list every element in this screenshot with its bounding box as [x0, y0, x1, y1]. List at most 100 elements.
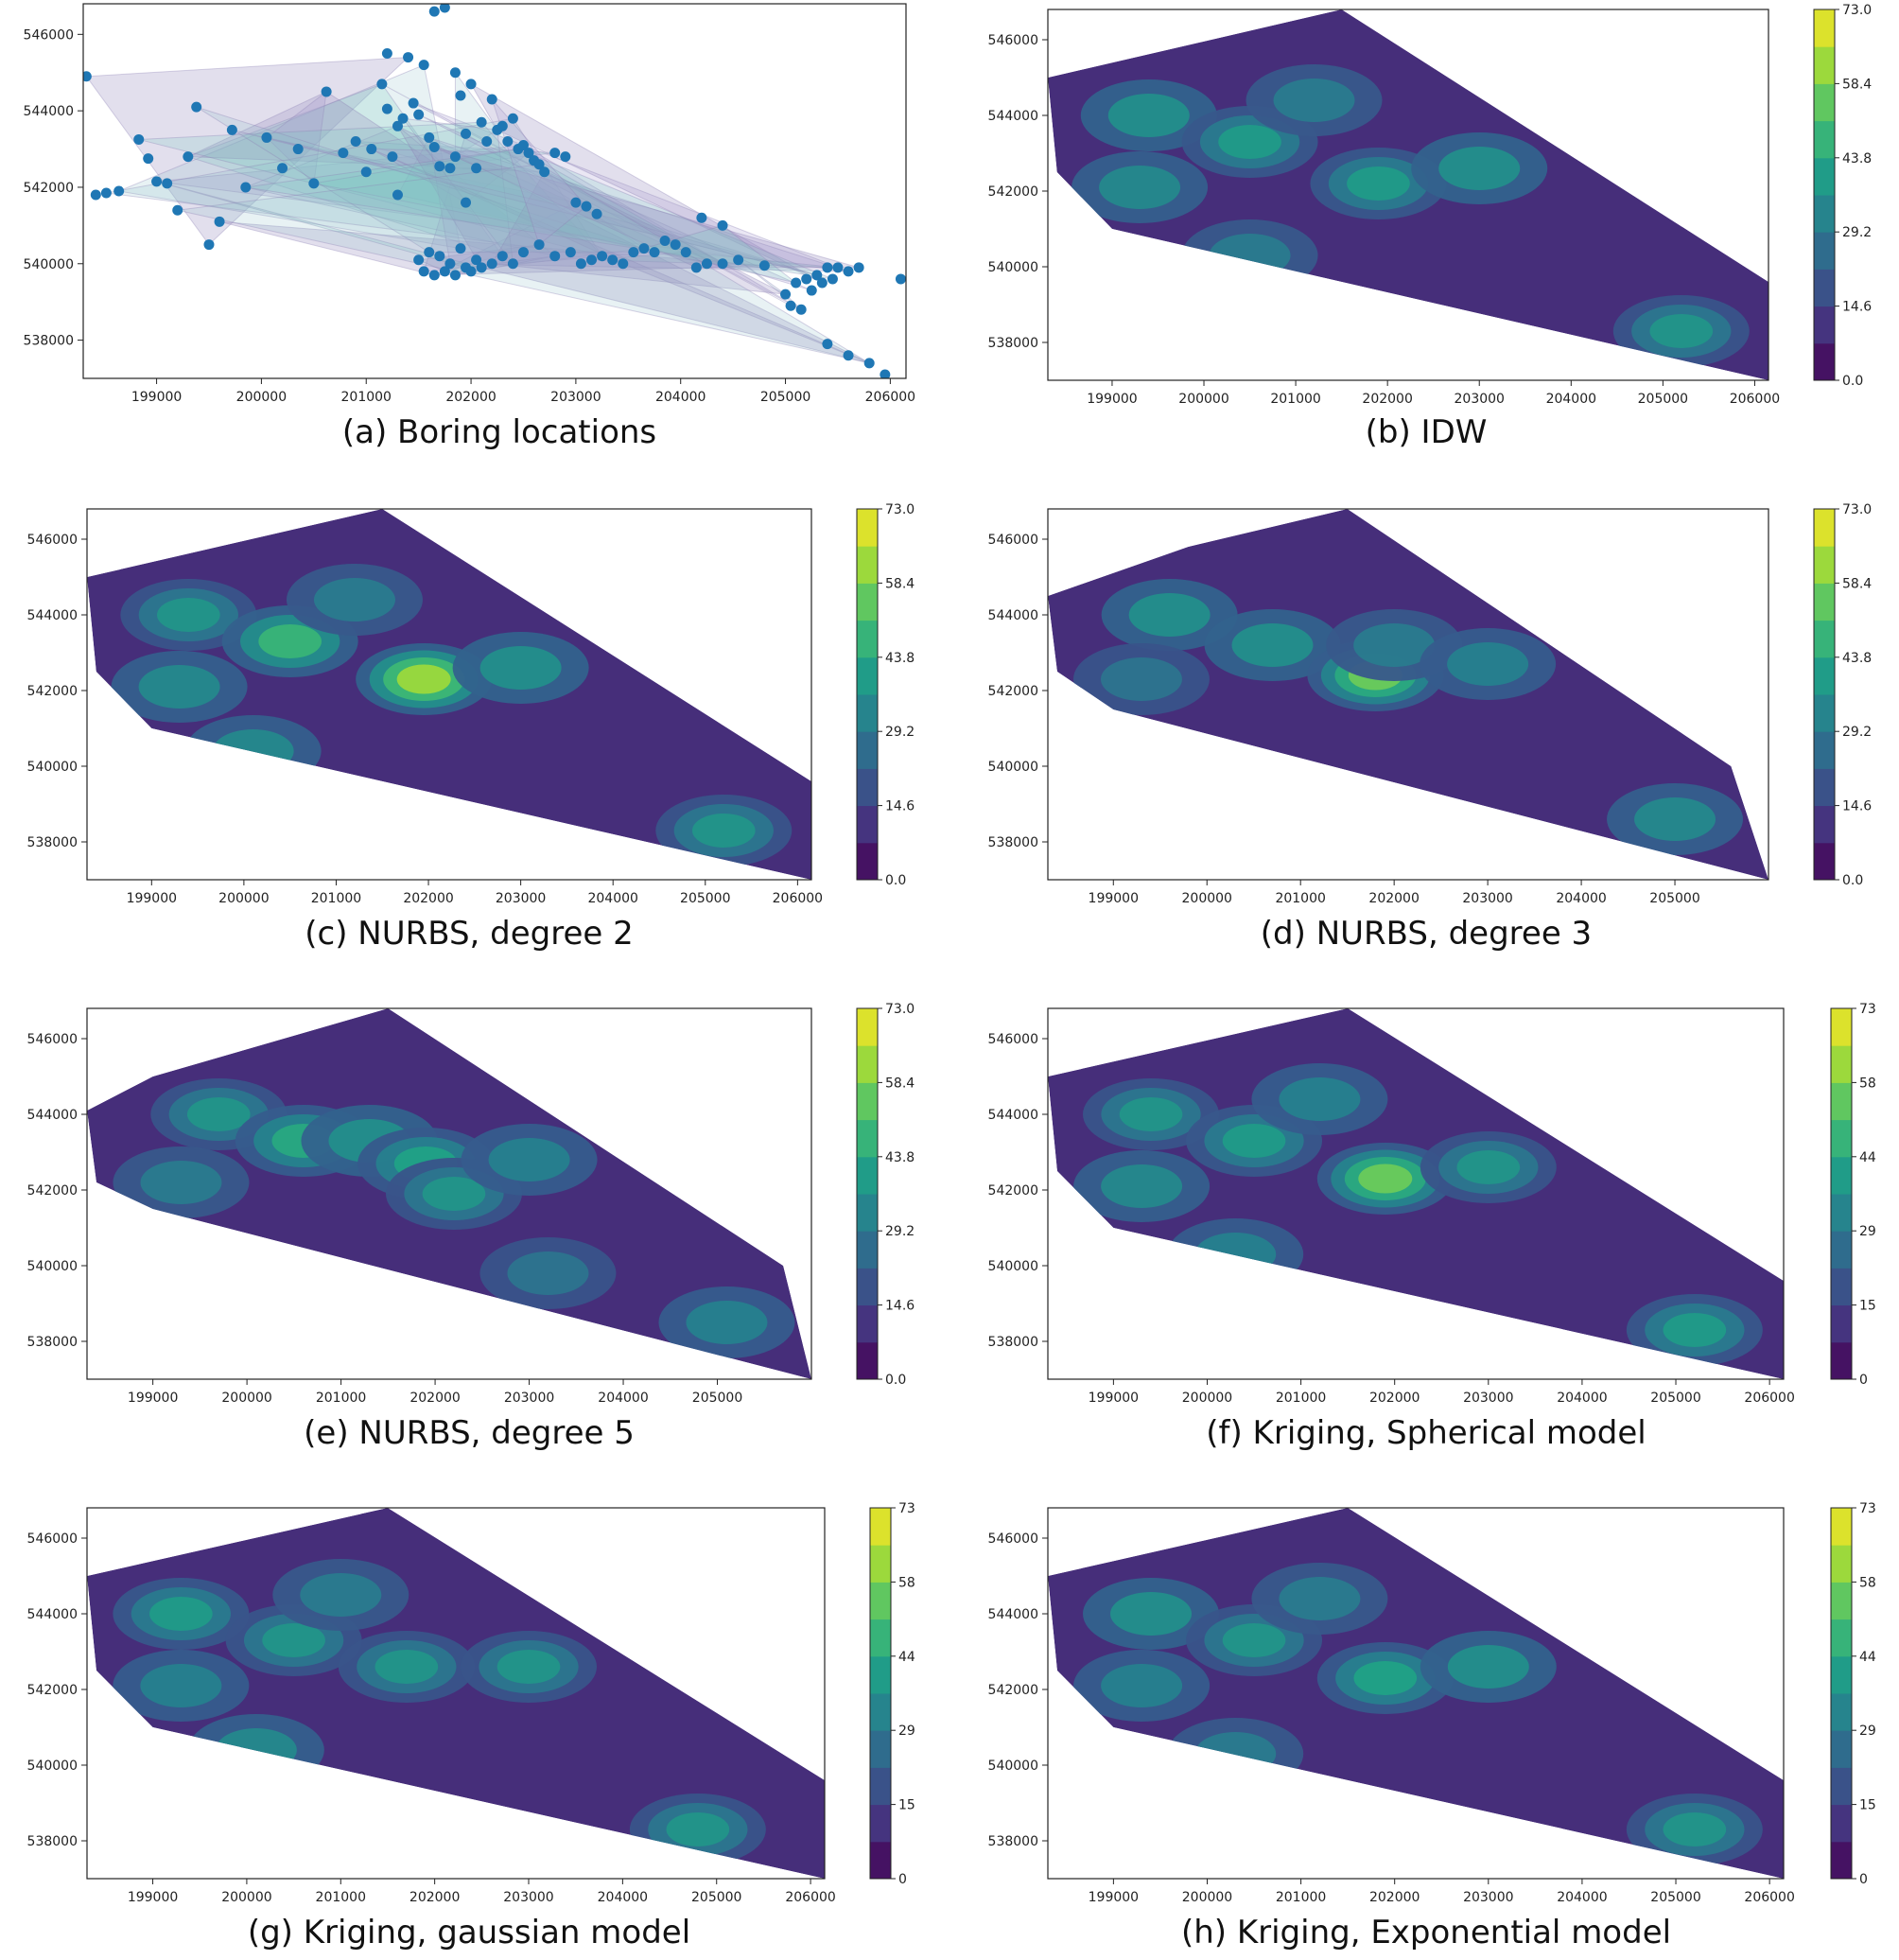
y-tick-label: 546000: [988, 1032, 1038, 1047]
triangulation-facet: [449, 167, 545, 173]
x-tick-label: 200000: [1178, 392, 1228, 407]
axes-frame: [86, 1507, 826, 1880]
x-tick-label: 199000: [1087, 392, 1137, 407]
colorbar-swatch: [1814, 731, 1835, 769]
boring-point: [471, 163, 482, 174]
colorbar-tick-label: 44: [1859, 1150, 1876, 1165]
colorbar-swatch: [1814, 656, 1835, 695]
boring-point: [690, 262, 702, 273]
axes-frame: [1047, 1507, 1785, 1880]
x-tick-label: 202000: [445, 390, 496, 405]
boring-point: [240, 182, 252, 193]
contour-level: [1447, 642, 1529, 686]
x-tick-label: 201000: [311, 891, 361, 906]
contour-level: [1218, 125, 1281, 159]
boring-point: [486, 258, 497, 270]
colorbar-swatch: [870, 1655, 891, 1694]
plot-area: [1048, 1508, 1784, 1879]
colorbar-swatch: [857, 509, 878, 547]
boring-point: [455, 243, 466, 254]
y-tick-label: 546000: [988, 533, 1038, 548]
contour-level: [1353, 1661, 1418, 1695]
colorbar-tick-label: 0: [1859, 1373, 1868, 1388]
triangulation-facet: [232, 129, 817, 276]
colorbar-tick-label: 15: [1859, 1299, 1876, 1314]
colorbar-tick-label: 15: [1859, 1798, 1876, 1813]
contour-level: [1273, 79, 1355, 122]
x-tick-label: 205000: [691, 1890, 741, 1905]
colorbar-tick-label: 73.0: [885, 1002, 915, 1017]
colorbar-swatch: [857, 1082, 878, 1121]
panel-c: 199000 200000 201000 202000 203000 204000 2050…: [27, 502, 915, 953]
boring-point: [843, 350, 854, 361]
triangulation-facet: [371, 149, 531, 203]
colorbar-swatch: [857, 1231, 878, 1269]
y-tick-label: 546000: [27, 533, 78, 548]
colorbar-swatch: [1831, 1767, 1852, 1806]
y-tick-label: 540000: [24, 257, 74, 272]
boring-point: [397, 113, 409, 124]
boring-point: [670, 239, 681, 251]
panel-caption: (e) NURBS, degree 5: [304, 1414, 635, 1452]
colorbar-tick-label: 15: [898, 1798, 915, 1813]
boring-point: [843, 266, 854, 277]
boring-point: [497, 251, 508, 262]
panel-g: 199000 200000 201000 202000 203000 204000 2050…: [27, 1501, 915, 1951]
colorbar-tick-label: 58.4: [1842, 576, 1872, 591]
boring-point: [575, 258, 586, 270]
plot-area: [83, 4, 906, 378]
contour-level: [507, 1251, 589, 1295]
contour-level: [1222, 1623, 1286, 1657]
contour-level: [1101, 1164, 1183, 1208]
x-tick-label: 204000: [655, 390, 706, 405]
contour-level: [396, 664, 451, 694]
boring-point: [465, 79, 477, 90]
colorbar-tick-label: 29: [1859, 1724, 1876, 1739]
boring-point: [449, 67, 461, 79]
x-tick-label: 201000: [1276, 1391, 1326, 1406]
colorbar-swatch: [1831, 1545, 1852, 1583]
panel-caption: (h) Kriging, Exponential model: [1181, 1914, 1671, 1951]
panel-caption: (a) Boring locations: [342, 413, 656, 451]
x-tick-label: 202000: [409, 1391, 460, 1406]
plot-area: [87, 1008, 811, 1379]
y-tick-label: 546000: [24, 27, 74, 43]
boring-point: [533, 159, 545, 170]
contour-level: [488, 1138, 570, 1181]
triangulation-facet: [401, 117, 514, 266]
y-tick-label: 544000: [988, 109, 1038, 124]
colorbar-swatch: [857, 1156, 878, 1195]
interpolation-surface: [87, 1508, 825, 1879]
contour-level: [1347, 166, 1410, 201]
triangulation-facet: [138, 121, 604, 257]
y-tick-label: 538000: [988, 1335, 1038, 1350]
x-tick-label: 199000: [1089, 1391, 1139, 1406]
y-tick-label: 546000: [988, 1531, 1038, 1547]
colorbar-tick-label: 43.8: [885, 651, 915, 666]
plot-area: [87, 509, 811, 880]
x-tick-label: 202000: [409, 1890, 460, 1905]
x-tick-label: 203000: [504, 1391, 554, 1406]
colorbar-tick-label: 44: [898, 1650, 915, 1665]
x-tick-label: 203000: [496, 891, 546, 906]
boring-point: [449, 270, 461, 281]
colorbar-tick-label: 58.4: [885, 576, 915, 591]
boring-point: [801, 273, 812, 285]
colorbar-swatch: [857, 620, 878, 658]
boring-point: [203, 239, 215, 251]
triangulation-facet: [245, 149, 833, 280]
contour-level: [1358, 1164, 1413, 1194]
colorbar-swatch: [1831, 1341, 1852, 1380]
x-tick-label: 205000: [692, 1391, 742, 1406]
colorbar-swatch: [1831, 1194, 1852, 1232]
panel-caption: (c) NURBS, degree 2: [305, 915, 634, 953]
panel-caption: (g) Kriging, gaussian model: [248, 1914, 690, 1951]
boring-point: [618, 258, 629, 270]
boring-point: [476, 262, 487, 273]
x-tick-label: 205000: [1649, 891, 1699, 906]
boring-point: [832, 262, 844, 273]
contour-level: [1649, 314, 1714, 348]
contour-level: [1353, 623, 1436, 667]
boring-point: [795, 304, 807, 315]
